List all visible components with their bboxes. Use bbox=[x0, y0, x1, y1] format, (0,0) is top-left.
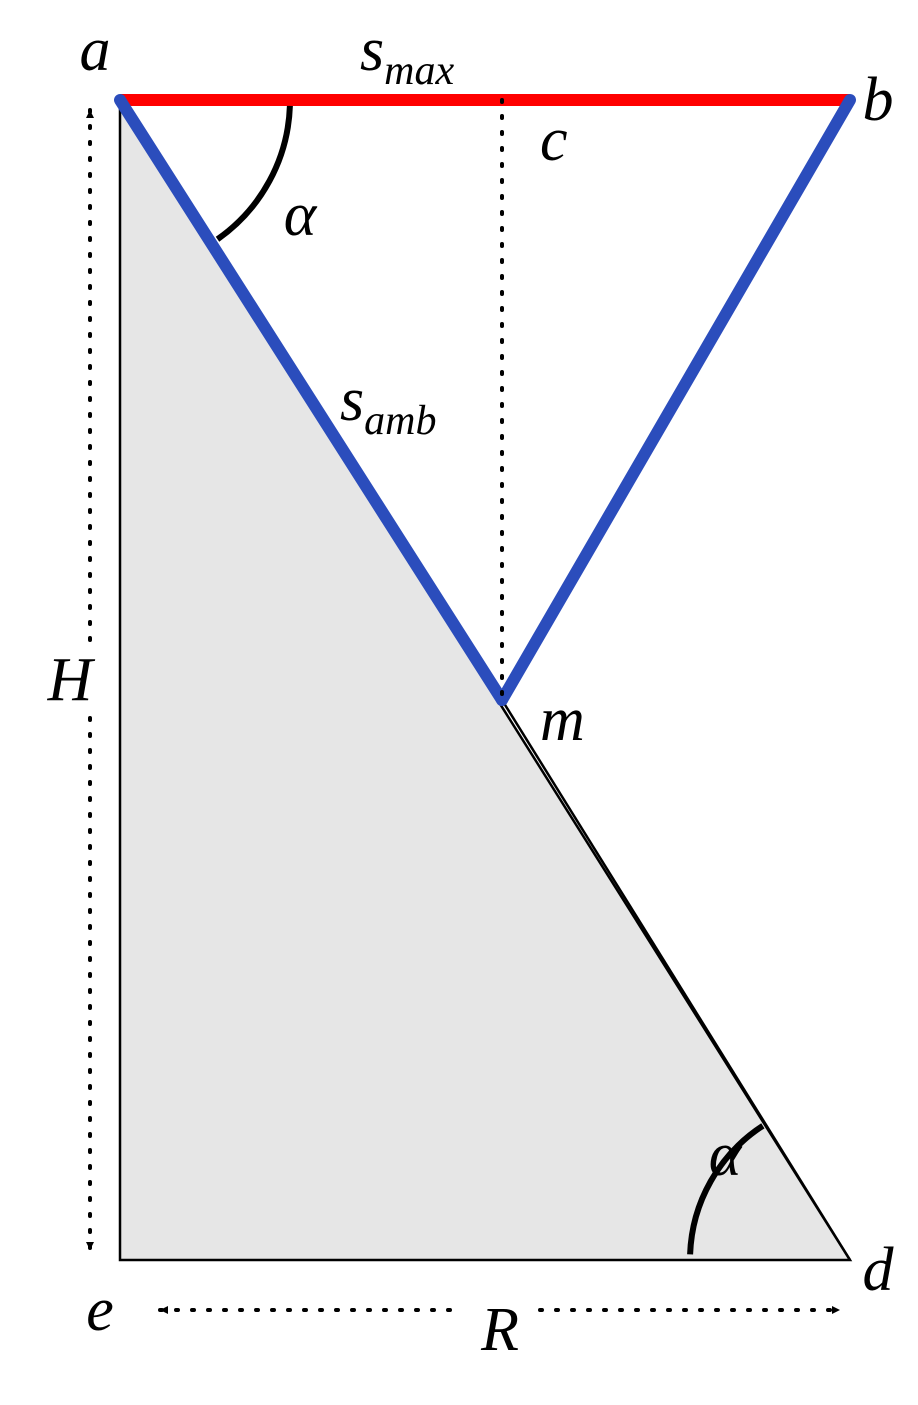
label-d: d bbox=[863, 1236, 895, 1304]
label-H: H bbox=[47, 646, 96, 714]
label-m: m bbox=[540, 686, 585, 754]
angle-arc-top bbox=[218, 106, 290, 239]
label-e: e bbox=[86, 1276, 114, 1344]
label-samb: samb bbox=[340, 366, 436, 444]
label-alpha1: α bbox=[284, 181, 318, 249]
label-a: a bbox=[80, 16, 111, 84]
label-smax: smax bbox=[360, 16, 454, 94]
label-c: c bbox=[540, 106, 568, 174]
label-R: R bbox=[480, 1296, 519, 1364]
edge-samb-right bbox=[502, 100, 850, 700]
label-b: b bbox=[863, 66, 894, 134]
label-alpha2: α bbox=[709, 1121, 743, 1189]
